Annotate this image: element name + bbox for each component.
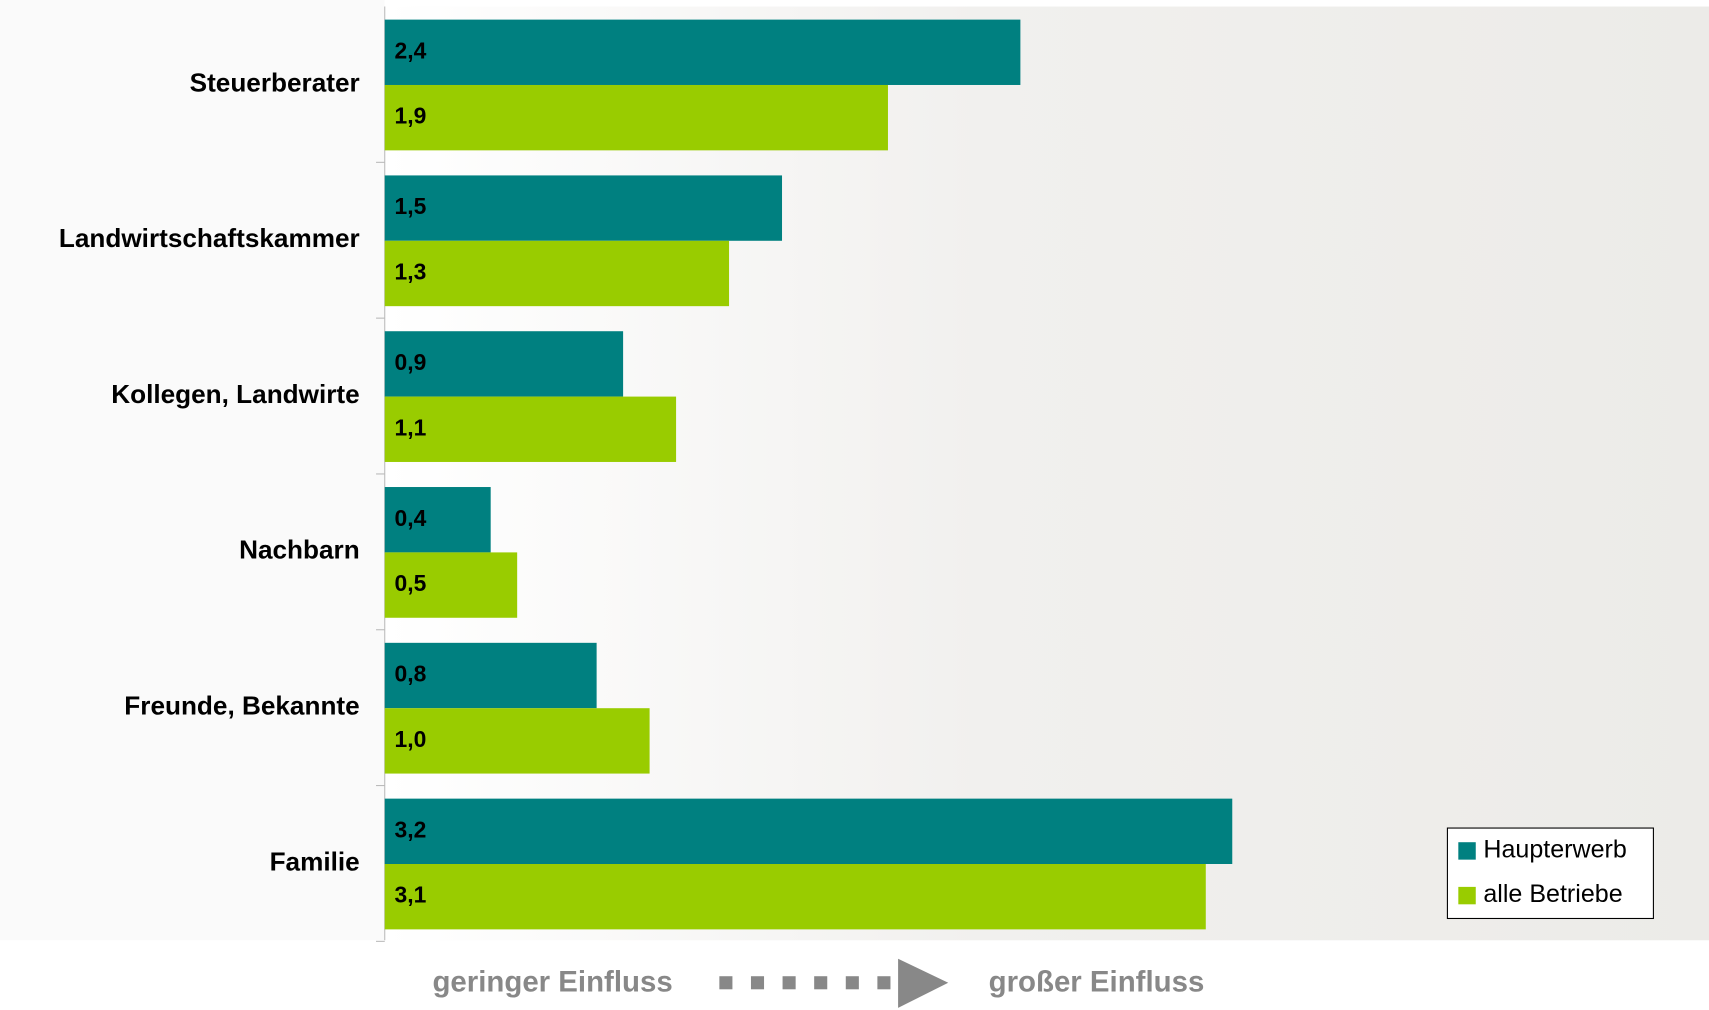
value-label: 1,9 [395, 103, 427, 129]
value-label: 0,5 [395, 570, 427, 596]
bar [385, 20, 1021, 85]
value-label: 3,2 [395, 816, 427, 842]
label-background [0, 0, 385, 940]
legend-label: Haupterwerb [1483, 836, 1626, 864]
annotation: geringer Einfluss [432, 966, 672, 999]
y-tick-label: Freunde, Bekannte [124, 691, 359, 721]
chart: Steuerberater 2,4 1,9 Landwirtschaftskammer… [0, 0, 1709, 1010]
bar [385, 175, 782, 240]
influence-arrow [719, 959, 948, 1008]
legend-swatch [1458, 842, 1475, 859]
value-label: 1,5 [395, 193, 427, 219]
value-label: 1,0 [395, 726, 427, 752]
value-label: 1,3 [395, 259, 427, 285]
legend-swatch [1458, 887, 1475, 904]
bar [385, 85, 888, 150]
y-tick-label: Familie [270, 846, 360, 876]
y-tick-label: Nachbarn [239, 535, 360, 565]
value-label: 0,8 [395, 661, 427, 687]
bar [385, 864, 1206, 929]
value-label: 1,1 [395, 414, 427, 440]
y-tick-label: Steuerberater [190, 67, 360, 97]
annotation: großer Einfluss [989, 966, 1205, 999]
bar [385, 241, 729, 306]
value-label: 3,1 [395, 882, 427, 908]
y-tick-label: Kollegen, Landwirte [111, 379, 359, 409]
bar [385, 799, 1233, 864]
value-label: 0,4 [395, 505, 427, 531]
y-tick-label: Landwirtschaftskammer [59, 223, 360, 253]
legend-label: alle Betriebe [1483, 880, 1622, 908]
value-label: 0,9 [395, 349, 427, 375]
value-label: 2,4 [395, 37, 427, 63]
bar [385, 397, 676, 462]
